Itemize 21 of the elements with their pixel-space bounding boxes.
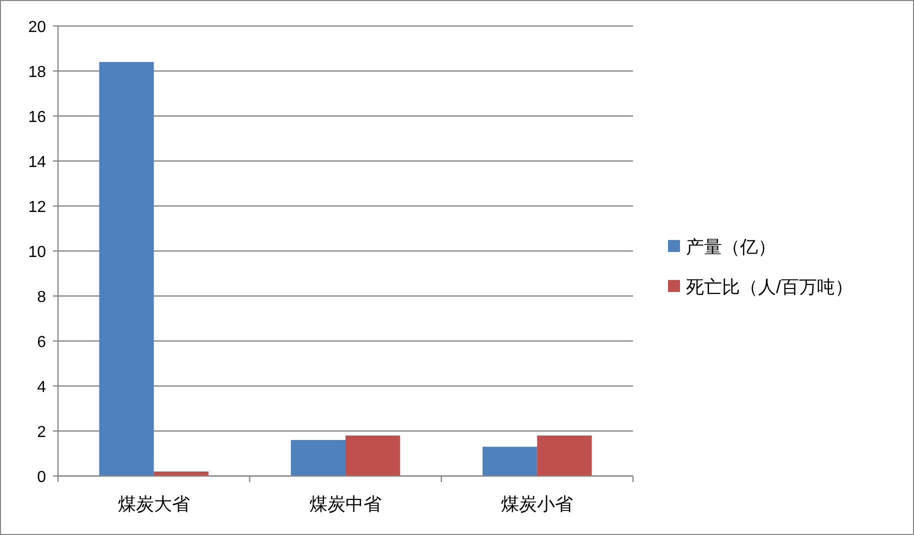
bar [290,440,346,476]
x-tick-label: 煤炭大省 [118,494,190,514]
y-tick-label: 8 [37,289,46,306]
legend-label: 产量（亿） [686,237,776,257]
legend-label: 死亡比（人/百万吨） [686,277,854,297]
x-tick-label: 煤炭小省 [501,494,574,514]
y-tick-label: 0 [37,469,46,486]
y-tick-label: 2 [37,424,46,441]
y-tick-label: 4 [37,379,46,396]
bar [537,436,592,476]
y-tick-label: 20 [28,19,46,36]
bar [99,62,154,476]
bar [482,446,538,476]
y-tick-label: 6 [37,334,46,351]
y-tick-label: 10 [28,244,46,261]
x-tick-label: 煤炭中省 [310,494,382,514]
bar [346,436,400,476]
y-tick-label: 12 [28,199,46,216]
y-tick-label: 16 [28,109,46,126]
y-tick-label: 18 [28,64,46,81]
y-tick-label: 14 [28,154,46,171]
